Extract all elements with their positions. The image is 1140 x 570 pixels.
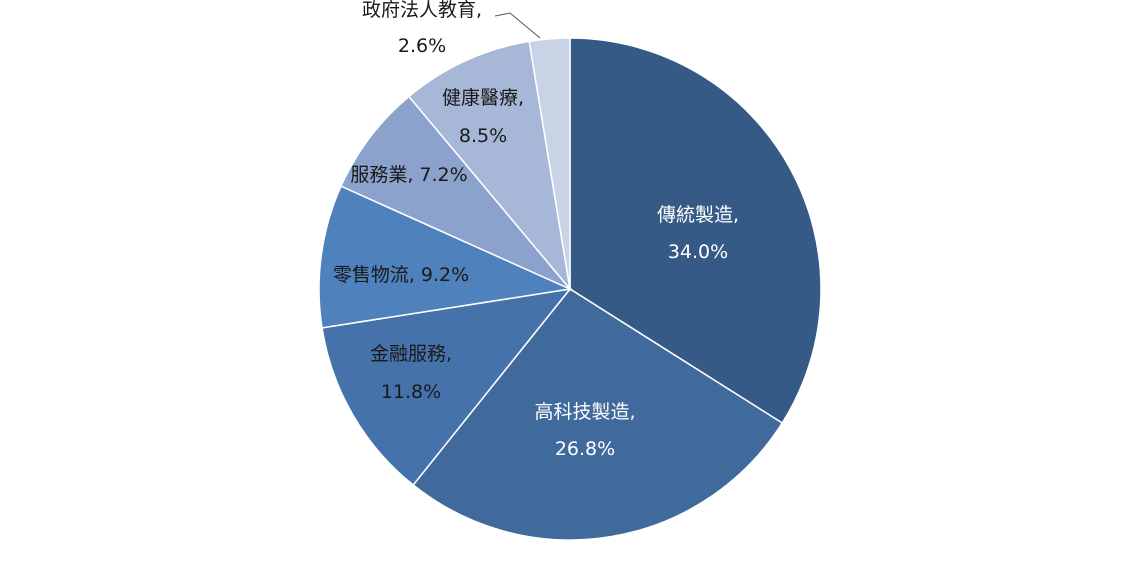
pie-slice-6 [528, 37, 571, 290]
label-retail-logistics: 零售物流, 9.2% [333, 264, 469, 286]
pie-slice-1 [412, 288, 784, 541]
pie-slice-4 [340, 95, 571, 290]
percent-financial-services: 11.8% [381, 381, 441, 403]
label-government-education: 政府法人教育, [362, 0, 482, 21]
pie-slice-3 [318, 185, 573, 329]
percent-government-education: 2.6% [398, 35, 446, 57]
pie-slices [318, 37, 822, 541]
label-traditional-manufacturing: 傳統製造, [657, 204, 739, 226]
percent-high-tech-manufacturing: 26.8% [555, 438, 615, 460]
leader-line-gov [494, 12, 541, 39]
percent-traditional-manufacturing: 34.0% [668, 241, 728, 263]
label-healthcare: 健康醫療, [442, 87, 524, 109]
label-high-tech-manufacturing: 高科技製造, [534, 401, 635, 423]
pie-slice-0 [569, 37, 822, 425]
pie-slice-5 [407, 40, 572, 292]
label-services: 服務業, 7.2% [350, 164, 467, 186]
percent-healthcare: 8.5% [459, 125, 507, 147]
pie-slice-2 [321, 287, 572, 487]
label-financial-services: 金融服務, [370, 343, 452, 365]
